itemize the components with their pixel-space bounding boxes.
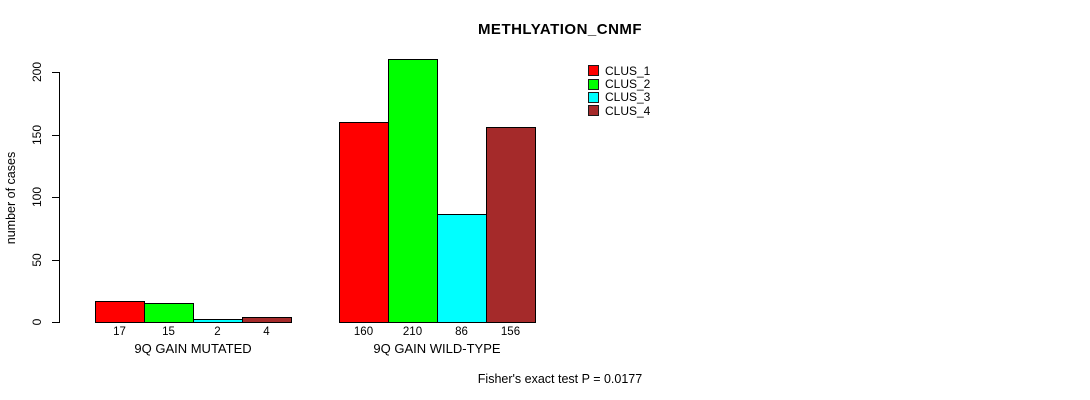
bar-clus_2-2	[388, 59, 438, 323]
bar-value-label: 156	[500, 326, 521, 338]
y-tick-mark	[52, 322, 60, 323]
legend-label: CLUS_2	[605, 77, 651, 92]
bar-value-label: 4	[263, 326, 270, 338]
bar-clus_4-1	[242, 317, 292, 323]
chart-title: METHLYATION_CNMF	[477, 21, 643, 38]
group-label: 9Q GAIN WILD-TYPE	[373, 341, 501, 356]
legend-swatch-icon	[588, 65, 599, 77]
y-tick-mark	[52, 197, 60, 198]
group-label: 9Q GAIN MUTATED	[134, 341, 252, 356]
y-axis-label: number of cases	[4, 151, 18, 245]
bar-value-label: 210	[402, 326, 423, 338]
y-tick-mark	[52, 72, 60, 73]
legend: CLUS_1 CLUS_2 CLUS_3 CLUS_4	[588, 64, 650, 118]
legend-entry-clus_2: CLUS_2	[588, 77, 651, 92]
bar-value-label: 15	[162, 326, 175, 338]
bar-clus_2-1	[144, 303, 194, 323]
bar-value-label: 86	[455, 326, 468, 338]
legend-label: CLUS_1	[605, 63, 651, 78]
legend-entry-clus_1: CLUS_1	[588, 63, 651, 78]
y-tick-mark	[52, 134, 60, 136]
bar-value-label: 17	[113, 326, 126, 338]
bar-clus_1-2	[339, 122, 389, 323]
legend-label: CLUS_4	[605, 103, 651, 118]
legend-entry-clus_3: CLUS_3	[588, 90, 651, 105]
bar-value-label: 2	[214, 326, 221, 338]
legend-swatch-icon	[588, 78, 599, 90]
bar-clus_4-2	[486, 127, 536, 323]
bar-clus_3-1	[193, 319, 243, 323]
legend-label: CLUS_3	[605, 90, 651, 105]
bar-value-label: 160	[353, 326, 374, 338]
y-tick-mark	[52, 259, 60, 261]
legend-swatch-icon	[588, 91, 599, 103]
legend-entry-clus_4: CLUS_4	[588, 103, 651, 118]
bar-clus_1-1	[95, 301, 145, 323]
bar-clus_3-2	[437, 214, 487, 323]
legend-swatch-icon	[588, 105, 599, 117]
fisher-test-annotation: Fisher's exact test P = 0.0177	[477, 372, 643, 386]
